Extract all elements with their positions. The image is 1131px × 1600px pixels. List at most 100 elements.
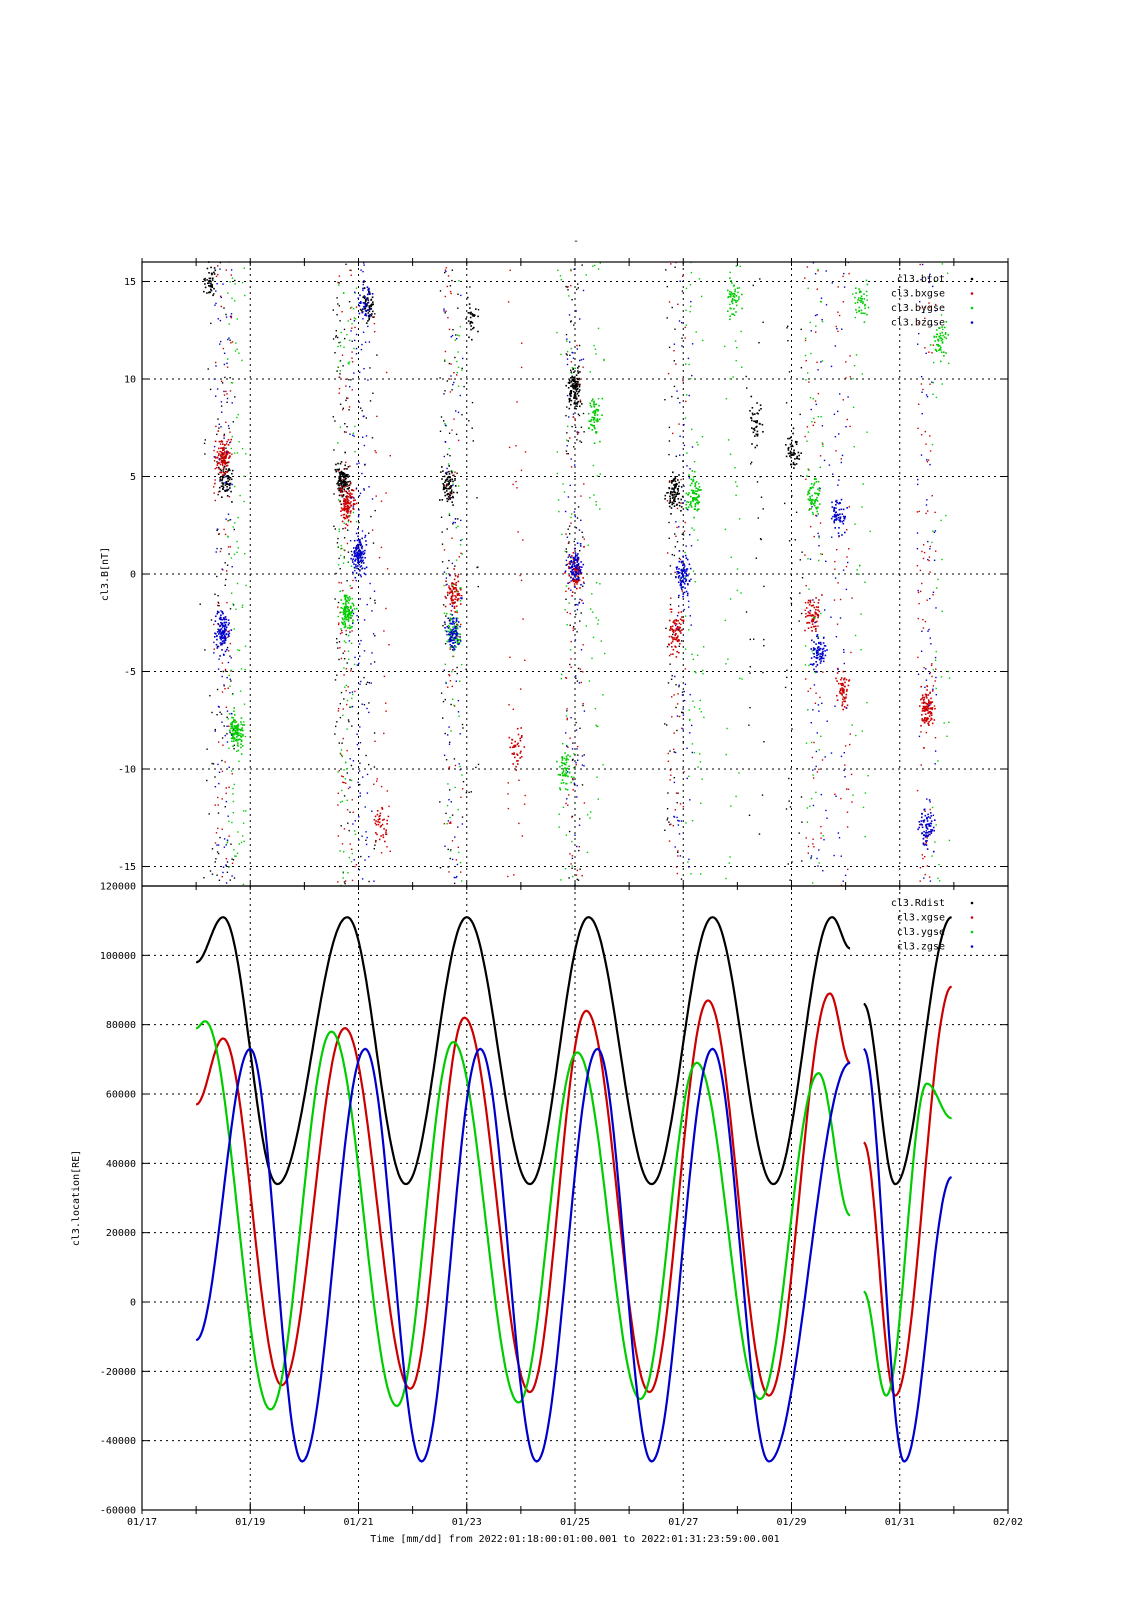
data-point xyxy=(340,488,342,491)
data-point xyxy=(794,453,796,455)
data-point xyxy=(924,856,926,858)
data-point xyxy=(804,337,807,339)
data-point xyxy=(445,573,448,575)
data-point xyxy=(814,617,816,619)
data-point xyxy=(376,810,379,812)
data-point xyxy=(851,724,853,726)
data-point xyxy=(680,498,682,501)
data-point xyxy=(214,468,216,470)
data-point xyxy=(576,405,578,407)
data-point xyxy=(448,640,450,643)
data-point xyxy=(222,612,224,615)
data-point xyxy=(460,519,462,522)
data-point xyxy=(369,582,371,585)
data-point xyxy=(342,590,344,592)
data-point xyxy=(223,458,225,460)
data-point xyxy=(666,808,669,810)
data-point xyxy=(454,764,457,767)
data-point xyxy=(815,514,817,517)
data-point xyxy=(214,786,217,788)
data-point xyxy=(378,818,381,820)
data-point xyxy=(362,308,364,310)
data-point xyxy=(233,707,235,709)
data-point xyxy=(455,433,458,435)
data-point xyxy=(850,773,853,776)
data-point xyxy=(337,881,339,883)
data-point xyxy=(680,581,682,583)
data-point xyxy=(337,303,339,305)
data-point xyxy=(671,494,674,497)
data-point xyxy=(360,575,362,578)
data-point xyxy=(217,318,219,320)
data-point xyxy=(213,267,216,269)
data-point xyxy=(354,576,357,579)
data-point xyxy=(443,420,445,422)
data-point xyxy=(225,864,227,867)
data-point xyxy=(842,688,845,690)
data-point xyxy=(219,463,222,466)
data-point xyxy=(568,555,570,557)
data-point xyxy=(339,370,341,372)
data-point xyxy=(819,300,822,303)
data-point xyxy=(695,331,697,333)
data-point xyxy=(564,775,567,777)
data-point xyxy=(790,454,792,456)
data-point xyxy=(446,478,449,481)
data-point xyxy=(696,508,699,511)
data-point xyxy=(344,602,347,605)
data-point xyxy=(821,442,823,444)
data-point xyxy=(236,452,239,454)
data-point xyxy=(812,486,814,489)
data-point xyxy=(698,494,700,496)
data-point xyxy=(820,832,822,834)
data-point xyxy=(342,516,345,519)
data-point xyxy=(223,433,226,436)
data-point xyxy=(226,495,229,497)
data-point xyxy=(673,350,675,352)
data-point xyxy=(449,476,451,478)
data-point xyxy=(736,485,738,487)
data-point xyxy=(921,708,924,710)
data-point xyxy=(575,396,577,398)
data-point xyxy=(346,510,349,513)
data-point xyxy=(573,390,575,393)
data-point xyxy=(842,708,844,711)
data-point xyxy=(817,506,819,509)
data-point xyxy=(678,423,680,425)
data-point xyxy=(679,579,681,581)
data-point xyxy=(352,579,354,582)
data-point xyxy=(211,873,214,875)
data-point xyxy=(566,358,569,360)
data-point xyxy=(221,770,224,773)
data-point xyxy=(228,635,230,637)
data-point xyxy=(667,491,669,494)
data-point xyxy=(221,876,223,878)
data-point xyxy=(217,844,220,846)
data-point xyxy=(788,800,790,802)
data-point xyxy=(367,315,370,318)
data-point xyxy=(358,302,361,304)
data-point xyxy=(347,627,349,629)
data-point xyxy=(731,313,733,315)
data-point xyxy=(513,753,515,755)
data-point xyxy=(576,433,579,435)
data-point xyxy=(680,561,683,564)
data-point xyxy=(684,648,687,650)
data-point xyxy=(758,833,761,835)
data-point xyxy=(346,542,349,545)
data-point xyxy=(866,313,868,316)
data-point xyxy=(363,280,365,282)
data-point xyxy=(840,884,843,886)
data-point xyxy=(691,343,694,345)
data-point xyxy=(343,509,346,512)
data-point xyxy=(855,734,857,737)
data-point xyxy=(836,667,839,670)
data-point xyxy=(920,685,922,688)
data-point xyxy=(790,463,793,466)
data-point xyxy=(574,559,577,561)
data-point xyxy=(730,556,732,558)
data-point xyxy=(363,264,365,266)
data-point xyxy=(678,474,680,476)
data-point xyxy=(449,680,452,682)
data-point xyxy=(342,613,345,616)
